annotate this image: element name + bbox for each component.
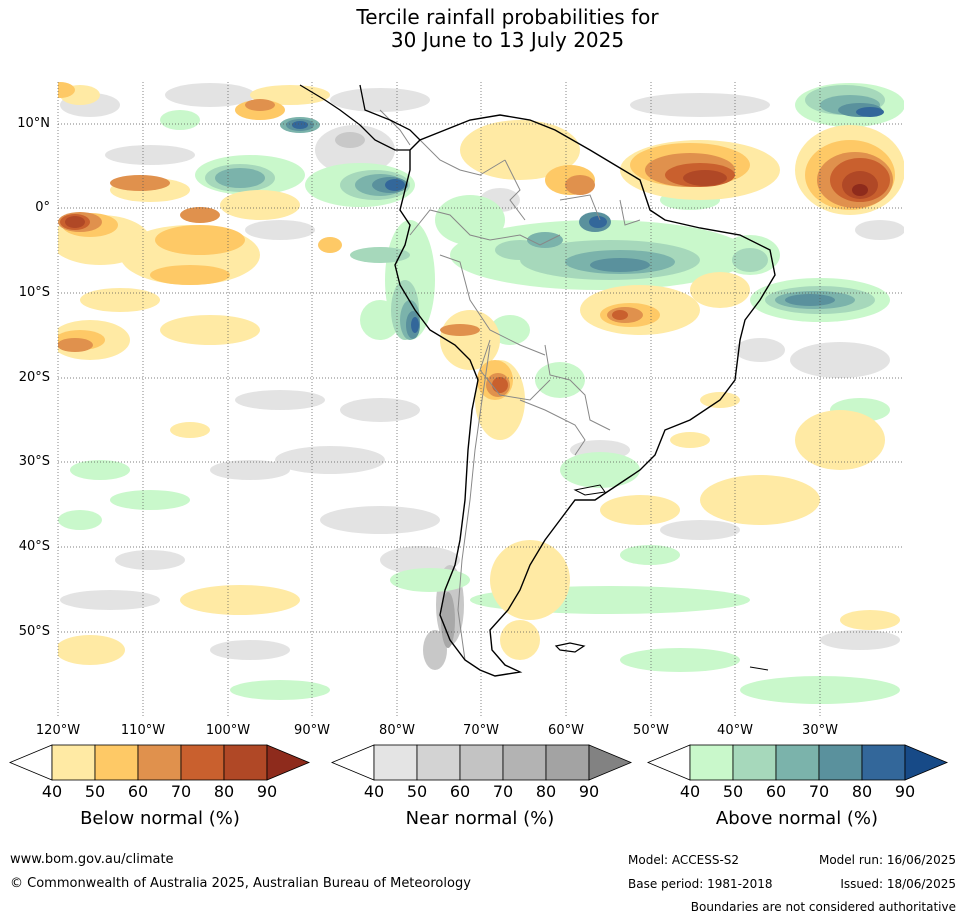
near-tick-70: 70 <box>492 782 514 801</box>
below-swatch-1 <box>94 744 139 781</box>
lon-label-110w: 110°W <box>120 723 166 738</box>
lon-label-30w: 30°W <box>802 723 838 738</box>
below-tick-70: 70 <box>170 782 192 801</box>
footer-copyright: © Commonwealth of Australia 2025, Austra… <box>10 876 471 891</box>
colorbar-above-label: Above normal (%) <box>715 808 879 829</box>
lon-label-80w: 80°W <box>379 723 415 738</box>
below-tick-40: 40 <box>41 782 63 801</box>
below-upper-triangle <box>266 744 311 781</box>
above-tick-60: 60 <box>765 782 787 801</box>
below-tick-80: 80 <box>213 782 235 801</box>
lat-label-30s: 30°S <box>18 454 50 469</box>
above-tick-40: 40 <box>679 782 701 801</box>
above-swatch-0 <box>689 744 734 781</box>
near-tick-50: 50 <box>406 782 428 801</box>
below-swatch-4 <box>223 744 268 781</box>
footer-base-period: Base period: 1981-2018 <box>628 877 773 891</box>
lon-label-50w: 50°W <box>633 723 669 738</box>
colorbar-below-normal <box>8 744 311 781</box>
near-tick-60: 60 <box>449 782 471 801</box>
colorbar-above-normal <box>646 744 949 781</box>
lat-label-10s: 10°S <box>18 285 50 300</box>
below-tick-90: 90 <box>256 782 278 801</box>
lat-label-50s: 50°S <box>18 624 50 639</box>
below-swatch-3 <box>180 744 225 781</box>
near-tick-90: 90 <box>578 782 600 801</box>
near-upper-triangle <box>588 744 633 781</box>
above-swatch-2 <box>775 744 820 781</box>
near-swatch-3 <box>502 744 547 781</box>
footer-model: Model: ACCESS-S2 <box>628 853 740 867</box>
coastline-central-america <box>299 84 421 151</box>
near-swatch-0 <box>373 744 418 781</box>
lat-label-40s: 40°S <box>18 539 50 554</box>
below-tick-60: 60 <box>127 782 149 801</box>
near-swatch-2 <box>459 744 504 781</box>
colorbar-below-label: Below normal (%) <box>80 808 240 829</box>
lat-label-equator: 0° <box>35 200 50 215</box>
map-title-line1: Tercile rainfall probabilities for <box>356 5 659 29</box>
below-swatch-0 <box>51 744 96 781</box>
above-tick-80: 80 <box>851 782 873 801</box>
footer-issued: Issued: 18/06/2025 <box>840 877 956 891</box>
lon-label-70w: 70°W <box>463 723 499 738</box>
footer-model-run: Model run: 16/06/2025 <box>818 853 956 867</box>
footer-website: www.bom.gov.au/climate <box>10 852 174 867</box>
lon-label-40w: 40°W <box>717 723 753 738</box>
lat-label-20s: 20°S <box>18 370 50 385</box>
coastline-lake <box>573 484 606 496</box>
above-tick-50: 50 <box>722 782 744 801</box>
coastline-south-america <box>394 114 776 677</box>
near-swatch-1 <box>416 744 461 781</box>
lon-label-90w: 90°W <box>294 723 330 738</box>
above-tick-70: 70 <box>808 782 830 801</box>
graticule <box>57 82 904 716</box>
below-tick-50: 50 <box>84 782 106 801</box>
near-tick-80: 80 <box>535 782 557 801</box>
lon-label-100w: 100°W <box>205 723 251 738</box>
map-title-line2: 30 June to 13 July 2025 <box>390 28 625 52</box>
country-boundaries <box>379 109 641 661</box>
footer-disclaimer: Boundaries are not considered authoritat… <box>690 900 956 914</box>
below-lower-triangle <box>8 744 53 781</box>
above-tick-90: 90 <box>894 782 916 801</box>
near-swatch-4 <box>545 744 590 781</box>
colorbar-legend <box>8 744 949 781</box>
above-swatch-4 <box>861 744 906 781</box>
lon-label-120w: 120°W <box>35 723 81 738</box>
below-swatch-2 <box>137 744 182 781</box>
near-tick-40: 40 <box>363 782 385 801</box>
colorbar-near-normal <box>330 744 633 781</box>
above-lower-triangle <box>646 744 691 781</box>
above-upper-triangle <box>904 744 949 781</box>
above-swatch-1 <box>732 744 777 781</box>
probability-field <box>58 82 904 704</box>
above-swatch-3 <box>818 744 863 781</box>
near-lower-triangle <box>330 744 375 781</box>
coastline-falklands <box>554 642 586 653</box>
lat-label-10n: 10°N <box>17 116 50 131</box>
colorbar-near-label: Near normal (%) <box>405 808 555 829</box>
lon-label-60w: 60°W <box>548 723 584 738</box>
coastline-south-georgia <box>749 666 769 671</box>
